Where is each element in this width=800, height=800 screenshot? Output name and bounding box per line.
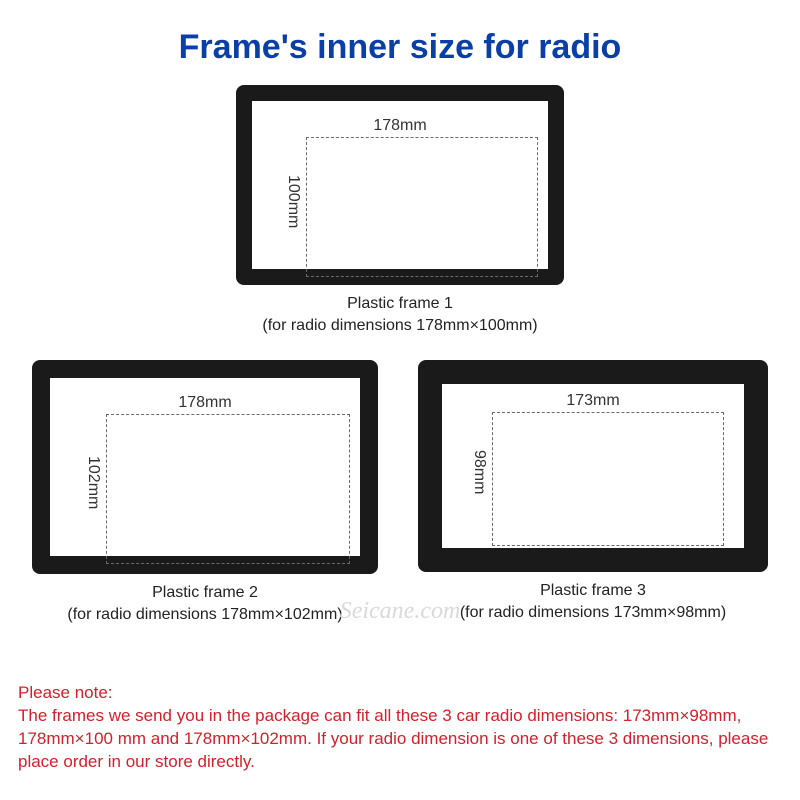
note-block: Please note: The frames we send you in t… [18,682,782,774]
frame-block-1: 178mm 100mm Plastic frame 1 (for radio d… [236,85,564,336]
frame-3-caption-line2: (for radio dimensions 173mm×98mm) [460,604,726,621]
frame-3-caption: Plastic frame 3 (for radio dimensions 17… [460,580,726,623]
frame-3-height-label: 98mm [470,450,488,494]
frame-1-dashbox [306,137,538,277]
frame-1-caption-line2: (for radio dimensions 178mm×100mm) [262,317,537,334]
note-heading: Please note: [18,683,113,702]
frame-2-height-label: 102mm [84,456,102,509]
frame-3: 173mm 98mm [418,360,768,572]
frame-2-caption-line1: Plastic frame 2 [152,584,258,601]
frame-2-caption-line2: (for radio dimensions 178mm×102mm) [67,606,342,623]
watermark: Seicane.com [340,598,461,625]
frame-1-height-label: 100mm [284,175,302,228]
frame-1-caption-line1: Plastic frame 1 [347,295,453,312]
frame-1: 178mm 100mm [236,85,564,285]
frame-2-width-label: 178mm [178,394,231,412]
frame-1-width-label: 178mm [373,117,426,135]
frame-block-2: 178mm 102mm Plastic frame 2 (for radio d… [32,360,378,625]
frame-3-caption-line1: Plastic frame 3 [540,582,646,599]
frame-block-3: 173mm 98mm Plastic frame 3 (for radio di… [418,360,768,625]
bottom-row: 178mm 102mm Plastic frame 2 (for radio d… [0,360,800,625]
frame-2-dashbox [106,414,350,564]
frame-1-caption: Plastic frame 1 (for radio dimensions 17… [262,293,537,336]
frame-3-dashbox [492,412,724,546]
page-title: Frame's inner size for radio [0,0,800,85]
frame-2: 178mm 102mm [32,360,378,574]
top-row: 178mm 100mm Plastic frame 1 (for radio d… [0,85,800,336]
frame-3-width-label: 173mm [566,392,619,410]
note-body: The frames we send you in the package ca… [18,706,768,771]
frame-2-caption: Plastic frame 2 (for radio dimensions 17… [67,582,342,625]
